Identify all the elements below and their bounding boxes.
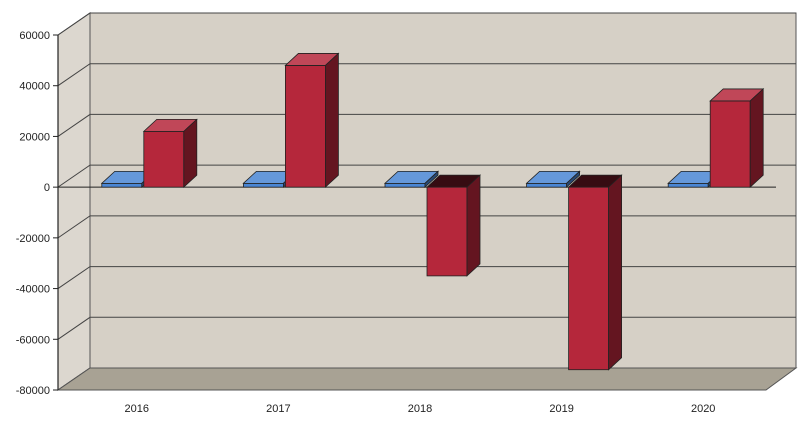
bar-side <box>183 118 198 189</box>
y-tick-label: 60000 <box>19 30 50 42</box>
x-tick-label: 2018 <box>408 403 432 415</box>
bar-front <box>101 182 143 188</box>
side-wall <box>57 12 91 391</box>
bar-side <box>324 52 339 189</box>
floor <box>56 367 798 391</box>
bar <box>142 118 198 189</box>
bar-side <box>466 174 481 277</box>
y-tick-label: -80000 <box>16 385 50 397</box>
bar-front <box>384 182 426 188</box>
y-tick-label: 20000 <box>19 131 50 143</box>
x-tick-label: 2020 <box>691 403 715 415</box>
bar <box>525 170 581 189</box>
chart-bars <box>100 52 765 371</box>
x-tick-label: 2017 <box>266 403 290 415</box>
y-axis-tick-labels: 60000 40000 20000 0 -20000 -40000 -60000 -80000 <box>16 30 50 397</box>
x-tick-label: 2019 <box>549 403 573 415</box>
gridline <box>57 12 796 36</box>
y-tick-label: 0 <box>44 182 50 194</box>
x-tick-label: 2016 <box>125 403 149 415</box>
bar <box>383 170 440 189</box>
gridline <box>57 215 796 239</box>
gridline <box>57 164 796 188</box>
gridline <box>57 63 796 87</box>
bar-side <box>608 174 622 371</box>
bar-side <box>749 88 764 189</box>
bar <box>284 52 340 189</box>
chart-floor <box>56 367 798 391</box>
bar <box>567 174 623 371</box>
gridline <box>57 316 796 340</box>
bar-front <box>426 186 468 277</box>
y-tick-label: -60000 <box>16 334 50 346</box>
y-tick-label: 40000 <box>19 81 50 93</box>
bar-front <box>284 65 326 188</box>
gridline <box>57 266 796 289</box>
bar <box>425 174 482 277</box>
bar-side <box>424 170 439 189</box>
bar-front <box>709 100 751 188</box>
bar-front <box>526 182 567 188</box>
bar-front <box>568 186 609 371</box>
gridline <box>57 113 796 137</box>
bar-front <box>143 130 185 188</box>
x-axis-tick-labels: 2016 2017 2018 2019 2020 <box>125 403 716 415</box>
bar-side <box>566 170 580 189</box>
y-tick-label: -20000 <box>16 233 50 245</box>
bar-front <box>242 182 284 188</box>
y-tick-label: -40000 <box>16 284 50 296</box>
bar <box>709 88 765 189</box>
bar-front <box>667 182 709 188</box>
